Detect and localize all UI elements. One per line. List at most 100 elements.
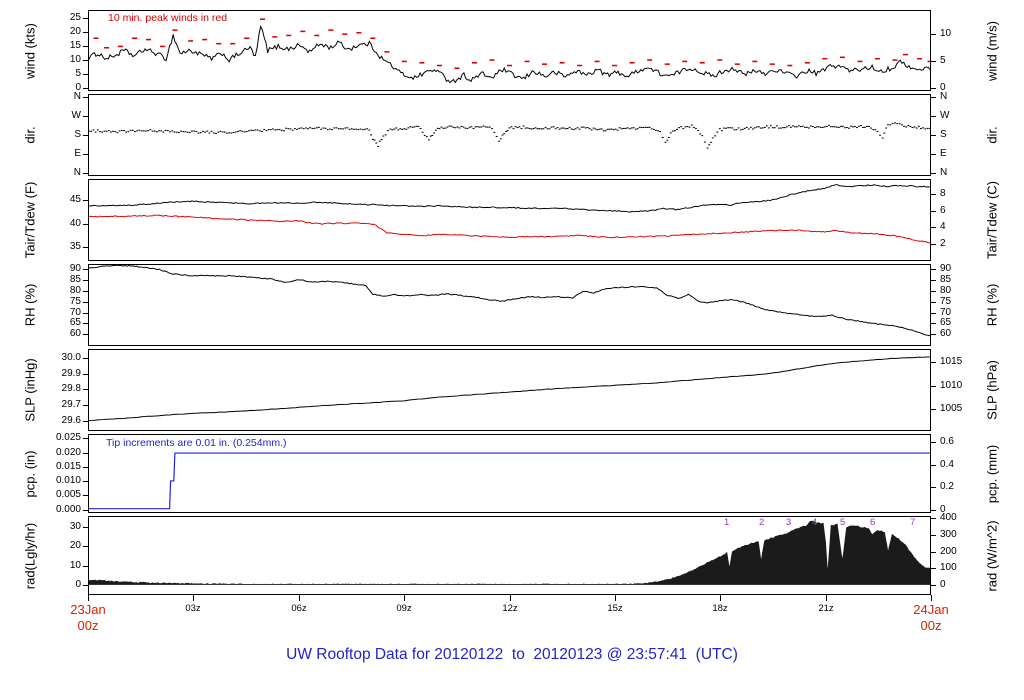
y-tick-label-left-rh: 70 [69, 307, 81, 318]
y-tickmark-right-tair [931, 244, 936, 245]
y-tick-label-left-tair: 40 [69, 218, 81, 229]
y-tickmark-left-slp [83, 374, 88, 375]
y-tickmark-right-rh [931, 269, 936, 270]
y-tick-label-left-dir: S [74, 129, 81, 140]
y-tick-label-left-pcp: 0.015 [55, 461, 81, 472]
y-tick-label-right-wind: 0 [940, 82, 946, 93]
x-tick-label-12z: 12z [502, 603, 518, 614]
y-tick-label-left-rh: 90 [69, 263, 81, 274]
axis-title-left-rad: rad(Lgly/hr) [22, 522, 38, 590]
y-tick-label-right-tair: 4 [940, 221, 946, 232]
axis-title-right-rad: rad (W/m^2) [984, 520, 1000, 592]
y-tick-label-right-dir: W [940, 110, 950, 121]
y-tick-label-left-slp: 29.8 [61, 383, 81, 394]
figure-title: UW Rooftop Data for 20120122 to 20120123… [286, 646, 738, 663]
axis-title-left-pcp: pcp. (in) [22, 450, 38, 498]
y-tickmark-right-dir [931, 97, 936, 98]
y-tickmark-left-rh [83, 302, 88, 303]
rad-event-label-7: 7 [910, 517, 916, 528]
y-tickmark-left-wind [83, 60, 88, 61]
y-tick-label-left-dir: N [73, 91, 81, 102]
y-tickmark-left-pcp [83, 495, 88, 496]
rad-event-label-5: 5 [840, 517, 846, 528]
y-tickmark-right-rh [931, 280, 936, 281]
x-tickmark [826, 595, 827, 601]
y-tick-label-right-pcp: 0.6 [940, 436, 954, 447]
y-tick-label-right-dir: E [940, 148, 947, 159]
y-tickmark-right-pcp [931, 442, 936, 443]
x-tick-label-21z: 21z [818, 603, 834, 614]
y-tickmark-left-rad [83, 527, 88, 528]
y-tickmark-right-rh [931, 313, 936, 314]
y-tickmark-right-rad [931, 568, 936, 569]
y-tickmark-left-pcp [83, 453, 88, 454]
y-tick-label-left-pcp: 0.020 [55, 447, 81, 458]
y-tickmark-right-rh [931, 302, 936, 303]
y-tick-label-left-wind: 0 [75, 82, 81, 93]
y-tickmark-left-tair [83, 247, 88, 248]
y-tick-label-right-tair: 2 [940, 238, 946, 249]
chart-dir [89, 122, 930, 149]
y-tickmark-left-wind [83, 74, 88, 75]
y-tickmark-left-wind [83, 88, 88, 89]
y-tick-label-left-rh: 65 [69, 317, 81, 328]
y-tickmark-left-slp [83, 389, 88, 390]
y-tickmark-right-rad [931, 585, 936, 586]
annotation-wind: 10 min. peak winds in red [108, 12, 228, 24]
series-air-temperature [89, 184, 930, 213]
y-tickmark-right-pcp [931, 465, 936, 466]
x-tickmark [510, 595, 511, 601]
y-tickmark-right-tair [931, 211, 936, 212]
y-tick-label-right-rh: 60 [940, 328, 952, 339]
axis-title-left-tair: Tair/Tdew (F) [22, 181, 38, 259]
y-tick-label-left-wind: 25 [69, 12, 81, 23]
y-tickmark-left-dir [83, 135, 88, 136]
y-tickmark-left-pcp [83, 438, 88, 439]
panel-slp [88, 349, 931, 431]
chart-slp [89, 356, 930, 422]
y-tick-label-left-rh: 85 [69, 274, 81, 285]
chart-rh [89, 265, 930, 337]
y-tickmark-left-slp [83, 405, 88, 406]
y-tickmark-left-pcp [83, 467, 88, 468]
y-tickmark-right-wind [931, 88, 936, 89]
y-tickmark-left-rh [83, 269, 88, 270]
y-tick-label-left-rad: 30 [69, 521, 81, 532]
y-tickmark-left-rh [83, 280, 88, 281]
y-tickmark-left-rh [83, 323, 88, 324]
y-tickmark-right-slp [931, 409, 936, 410]
y-tickmark-left-rh [83, 334, 88, 335]
y-tick-label-left-tair: 45 [69, 194, 81, 205]
series-solar-radiation [89, 520, 930, 585]
y-tick-label-left-pcp: 0.025 [55, 432, 81, 443]
y-tickmark-right-tair [931, 194, 936, 195]
date-label-start-line1: 23Jan [70, 602, 106, 617]
y-tickmark-right-rad [931, 552, 936, 553]
y-tickmark-left-tair [83, 224, 88, 225]
chart-wind [89, 18, 930, 84]
x-tick-label-03z: 03z [185, 603, 201, 614]
axis-title-right-dir: dir. [984, 126, 1000, 144]
rad-event-label-6: 6 [870, 517, 876, 528]
y-tickmark-right-dir [931, 135, 936, 136]
y-tick-label-left-slp: 30.0 [61, 352, 81, 363]
panel-rad [88, 516, 931, 595]
y-tick-label-right-rh: 80 [940, 285, 952, 296]
y-tick-label-left-wind: 5 [75, 68, 81, 79]
y-tickmark-left-rad [83, 585, 88, 586]
y-tick-label-left-wind: 10 [69, 54, 81, 65]
y-tickmark-right-rad [931, 518, 936, 519]
y-tick-label-right-rh: 75 [940, 296, 952, 307]
x-tickmark [88, 595, 89, 601]
y-tick-label-right-rad: 200 [940, 546, 957, 557]
series-peak-wind-dashes [93, 18, 930, 70]
x-tickmark [720, 595, 721, 601]
series-wind-direction [89, 122, 930, 149]
axis-title-right-tair: Tair/Tdew (C) [984, 180, 1000, 260]
x-tickmark [931, 595, 932, 601]
x-tick-label-09z: 09z [396, 603, 412, 614]
y-tickmark-left-dir [83, 116, 88, 117]
y-tick-label-right-wind: 5 [940, 55, 946, 66]
y-tick-label-left-rh: 60 [69, 328, 81, 339]
